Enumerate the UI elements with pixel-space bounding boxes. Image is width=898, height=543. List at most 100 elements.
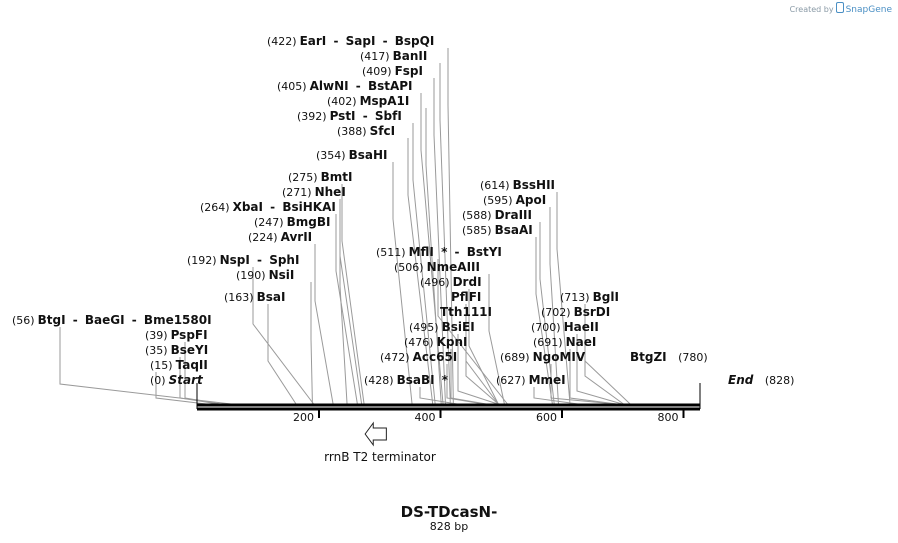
enzyme-name-sbfi: SbfI [375, 109, 402, 123]
enzyme-name-kpni: KpnI [437, 335, 468, 349]
enzyme-label-group: (224) AvrII [248, 230, 312, 244]
enzyme-name-banii: BanII [393, 49, 428, 63]
connector-bsaai [535, 237, 553, 405]
separator: - [359, 109, 372, 123]
enzyme-name-bstyi: BstYI [467, 245, 502, 259]
connector-bsabi [419, 387, 458, 405]
enzyme-label-group: (511) MflI * - BstYI [376, 245, 502, 259]
enzyme-name-baegi: BaeGI [85, 313, 125, 327]
enzyme-label-group: (691) NaeI [533, 335, 596, 349]
enzyme-label-group: (405) AlwNI - BstAPI [277, 79, 413, 93]
connector-drdi [468, 289, 499, 405]
enzyme-name-apoi: ApoI [516, 193, 547, 207]
enzyme-label-group: (15) TaqII [150, 358, 208, 372]
enzyme-label-group: PflFI [451, 290, 481, 304]
enzyme-label-group: (409) FspI [362, 64, 423, 78]
enzyme-label-group: (56) BtgI - BaeGI - Bme1580I [12, 313, 212, 327]
connector-ngomiv [550, 364, 616, 405]
enzyme-name-alwni: AlwNI [310, 79, 349, 93]
credit-prefix: Created by [789, 5, 834, 14]
enzyme-name-bsrdi: BsrDI [574, 305, 611, 319]
enzyme-name-bseyi: BseYI [171, 343, 209, 357]
cut-position: (264) [200, 201, 230, 214]
snapgene-credit: Created by SnapGene [790, 2, 892, 15]
enzyme-name-mmei: MmeI [529, 373, 566, 387]
enzyme-label-group: (35) BseYI [145, 343, 208, 357]
connector-haeii [576, 334, 623, 405]
enzyme-name-taqii: TaqII [176, 358, 208, 372]
enzyme-label-group: Tth111I [440, 305, 492, 319]
enzyme-label-group: (422) EarI - SapI - BspQI [267, 34, 434, 48]
connector-bsahi [392, 162, 413, 405]
connector-avrii [314, 244, 334, 405]
sequence-name: DS-TDcasN- [400, 503, 498, 521]
cut-position: (271) [282, 186, 312, 199]
enzyme-name-btgzi: BtgZI [630, 350, 667, 364]
connector-sfci [407, 138, 434, 405]
spacer [757, 374, 761, 387]
cut-site-connectors [59, 48, 631, 405]
enzyme-label-group: (275) BmtI [288, 170, 352, 184]
connector-alwni [420, 93, 444, 405]
feature-label: rrnB T2 terminator [324, 450, 436, 464]
connector-nspi [252, 267, 315, 405]
cut-position: (702) [541, 306, 571, 319]
connector-draiii [539, 222, 555, 405]
enzyme-label-group: (588) DraIII [462, 208, 532, 222]
cut-position: (614) [480, 179, 510, 192]
cut-position: (192) [187, 254, 217, 267]
enzyme-label-group: (585) BsaAI [462, 223, 533, 237]
separator: - [378, 34, 391, 48]
cut-position: (247) [254, 216, 284, 229]
enzyme-name-pspfi: PspFI [171, 328, 208, 342]
cut-position: (15) [150, 359, 173, 372]
enzyme-name-fspi: FspI [395, 64, 423, 78]
terminator-arrow-icon [364, 421, 387, 447]
enzyme-name-bsshii: BssHII [513, 178, 555, 192]
enzyme-label-group: End (828) [728, 373, 794, 387]
cut-position: (163) [224, 291, 254, 304]
star-mark: * [437, 245, 448, 259]
cut-position: (595) [483, 194, 513, 207]
cut-position: (511) [376, 246, 406, 259]
separator: - [329, 34, 342, 48]
separator: - [69, 313, 82, 327]
connector-bsai [267, 304, 297, 405]
enzyme-name-nspi: NspI [220, 253, 250, 267]
enzyme-label-group: (247) BmgBI [254, 215, 330, 229]
enzyme-name-bsai: BsaI [257, 290, 286, 304]
connector-btgi [59, 327, 232, 405]
enzyme-name-drdi: DrdI [453, 275, 482, 289]
enzyme-label-group: (700) HaeII [531, 320, 599, 334]
connector-kpni [450, 349, 487, 405]
connector-bmti [341, 184, 365, 405]
enzyme-label-group: (702) BsrDI [541, 305, 610, 319]
enzyme-name-bgli: BglI [593, 290, 619, 304]
enzyme-name-nmeaiii: NmeAIII [427, 260, 480, 274]
cut-position: (691) [533, 336, 563, 349]
credit-brand: SnapGene [845, 5, 892, 15]
enzyme-name-sphi: SphI [269, 253, 299, 267]
enzyme-label-group: (417) BanII [360, 49, 427, 63]
enzyme-label-group: (354) BsaHI [316, 148, 388, 162]
cut-position: (780) [678, 351, 708, 364]
cut-position: (713) [560, 291, 590, 304]
connector-bsshii [556, 192, 571, 405]
connector-nsii [310, 282, 313, 405]
enzyme-name-sapi: SapI [346, 34, 376, 48]
connector-pspfi [184, 342, 221, 405]
cut-position: (388) [337, 125, 367, 138]
enzyme-label-group: (476) KpnI [404, 335, 468, 349]
connector-naei [569, 349, 617, 405]
cut-position: (190) [236, 269, 266, 282]
enzyme-name-ngomiv: NgoMIV [533, 350, 586, 364]
connector-banii [439, 63, 451, 405]
separator: - [128, 313, 141, 327]
cut-position: (405) [277, 80, 307, 93]
enzyme-label-group: (0) Start [150, 373, 204, 387]
enzyme-label-group: (495) BsiEI [409, 320, 475, 334]
enzyme-label-group: (506) NmeAIII [394, 260, 480, 274]
cut-position: (828) [765, 374, 795, 387]
enzyme-label-group: (689) NgoMIV [500, 350, 586, 364]
cut-position: (409) [362, 65, 392, 78]
